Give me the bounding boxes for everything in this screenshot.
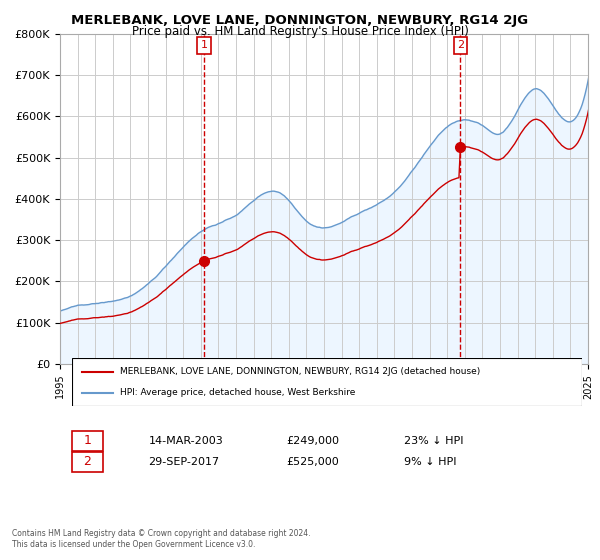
Text: HPI: Average price, detached house, West Berkshire: HPI: Average price, detached house, West… [121,388,356,397]
FancyBboxPatch shape [72,358,582,406]
Text: MERLEBANK, LOVE LANE, DONNINGTON, NEWBURY, RG14 2JG: MERLEBANK, LOVE LANE, DONNINGTON, NEWBUR… [71,14,529,27]
FancyBboxPatch shape [72,452,103,472]
Text: 2: 2 [83,455,91,468]
Text: 1: 1 [83,435,91,447]
Text: 2: 2 [457,40,464,50]
Text: MERLEBANK, LOVE LANE, DONNINGTON, NEWBURY, RG14 2JG (detached house): MERLEBANK, LOVE LANE, DONNINGTON, NEWBUR… [121,367,481,376]
Text: 9% ↓ HPI: 9% ↓ HPI [404,457,456,467]
Text: Price paid vs. HM Land Registry's House Price Index (HPI): Price paid vs. HM Land Registry's House … [131,25,469,38]
Text: 14-MAR-2003: 14-MAR-2003 [149,436,223,446]
Text: £525,000: £525,000 [286,457,339,467]
Text: 23% ↓ HPI: 23% ↓ HPI [404,436,463,446]
FancyBboxPatch shape [72,431,103,451]
Text: £249,000: £249,000 [286,436,339,446]
Text: 1: 1 [201,40,208,50]
Text: 29-SEP-2017: 29-SEP-2017 [149,457,220,467]
Text: Contains HM Land Registry data © Crown copyright and database right 2024.
This d: Contains HM Land Registry data © Crown c… [12,529,311,549]
